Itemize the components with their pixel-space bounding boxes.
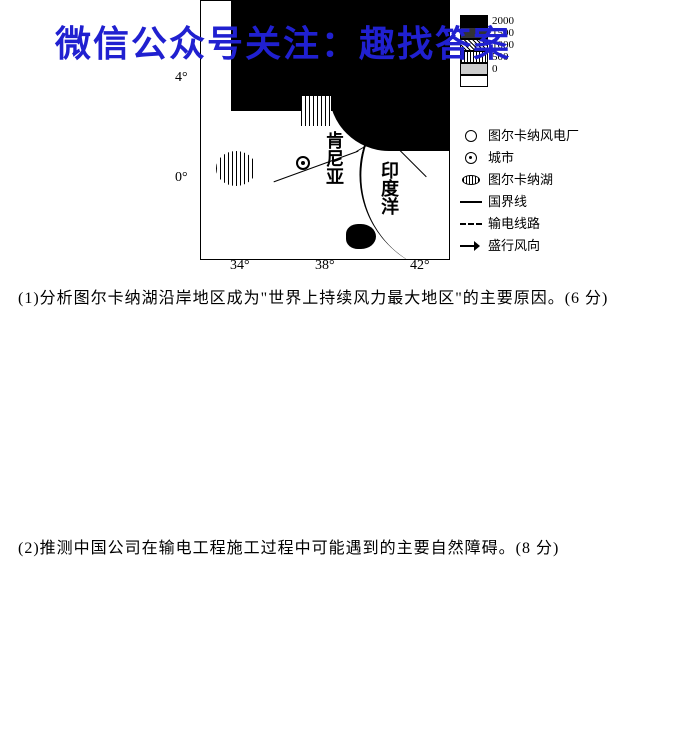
legend-row-border: 国界线	[460, 191, 579, 213]
watermark-text: 微信公众号关注：趣找答案	[55, 15, 511, 67]
legend-row-city: 城市	[460, 147, 579, 169]
hatched-region-1	[301, 96, 331, 126]
legend-row-wind: 盛行风向	[460, 235, 579, 257]
elev-block-5	[460, 75, 488, 87]
legend-row-powerline: 输电线路	[460, 213, 579, 235]
legend-row-lake: 图尔卡纳湖	[460, 169, 579, 191]
legend-row-windplant: 图尔卡纳风电厂	[460, 125, 579, 147]
question-1: (1)分析图尔卡纳湖沿岸地区成为"世界上持续风力最大地区"的主要原因。(6 分)	[18, 285, 690, 314]
label-country: 肯尼亚	[321, 131, 347, 185]
legend-label-3: 国界线	[488, 191, 527, 213]
hatched-lake	[216, 151, 256, 186]
lon-label-38: 38°	[315, 258, 335, 274]
lon-label-42: 42°	[410, 258, 430, 274]
arrow-icon	[460, 240, 482, 252]
question-2: (2)推测中国公司在输电工程施工过程中可能遇到的主要自然障碍。(8 分)	[18, 535, 690, 564]
legend-label-0: 图尔卡纳风电厂	[488, 125, 579, 147]
legend-items: 图尔卡纳风电厂 城市 图尔卡纳湖 国界线 输电线路 盛行风向	[460, 125, 579, 257]
island	[346, 224, 376, 249]
lat-label-0: 0°	[175, 170, 188, 186]
legend-label-4: 输电线路	[488, 213, 540, 235]
lon-label-34: 34°	[230, 258, 250, 274]
legend-label-1: 城市	[488, 147, 514, 169]
circle-icon	[460, 130, 482, 142]
legend-label-5: 盛行风向	[488, 235, 540, 257]
lake-icon	[460, 175, 482, 185]
line-icon	[460, 201, 482, 203]
dash-icon	[460, 223, 482, 225]
lat-label-4: 4°	[175, 70, 188, 86]
dotcircle-icon	[460, 152, 482, 164]
legend-label-2: 图尔卡纳湖	[488, 169, 553, 191]
